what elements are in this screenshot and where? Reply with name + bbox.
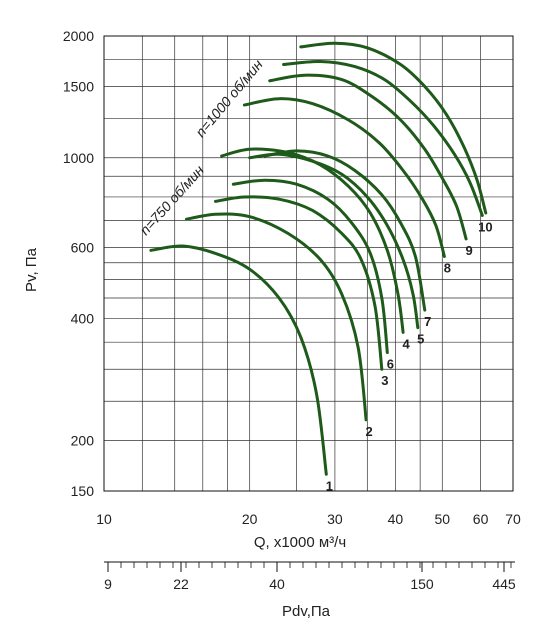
curve-label: 3 — [381, 373, 388, 388]
x-tick-label: 30 — [327, 511, 343, 527]
curve-3 — [214, 195, 384, 371]
curve-label: 10 — [478, 219, 492, 234]
rpm-750-annotation: n=750 об/мин — [136, 162, 207, 238]
x-tick-label: 10 — [96, 511, 112, 527]
y-tick-label: 1000 — [63, 150, 94, 166]
secondary-tick-label: 22 — [173, 576, 189, 592]
curve-label: 7 — [424, 314, 431, 329]
curves-group — [149, 41, 488, 476]
secondary-tick-label: 150 — [410, 576, 434, 592]
curve-4 — [220, 147, 405, 334]
curve-7 — [263, 149, 427, 312]
curve-label: 4 — [402, 336, 410, 351]
x-tick-label: 60 — [473, 511, 489, 527]
y-axis-label: Pv, Па — [23, 247, 40, 292]
curve-label: 6 — [387, 357, 394, 372]
y-tick-label: 1500 — [63, 79, 94, 95]
x-tick-labels: 10 20 30 40 50 60 70 — [96, 511, 521, 527]
secondary-axis-ticks — [107, 562, 512, 572]
y-tick-label: 600 — [71, 239, 95, 255]
x-tick-label: 40 — [388, 511, 404, 527]
secondary-tick-label: 445 — [492, 576, 516, 592]
curve-label: 8 — [444, 260, 451, 275]
curve-label: 1 — [326, 478, 333, 493]
curve-label: 9 — [465, 243, 472, 258]
x-tick-label: 50 — [434, 511, 450, 527]
y-tick-labels: 150 200 400 600 1000 1500 2000 — [63, 28, 94, 499]
x-axis-label: Q, x1000 м³/ч — [254, 534, 346, 551]
y-tick-label: 150 — [71, 483, 95, 499]
plot-frame — [103, 35, 514, 492]
secondary-axis-tick-labels: 9 22 40 150 445 — [104, 576, 516, 592]
curve-labels-group: 1 2 364 57 89 10 — [326, 219, 493, 493]
secondary-tick-label: 40 — [269, 576, 285, 592]
curve-6 — [231, 178, 389, 354]
curve-label: 5 — [417, 332, 424, 347]
curve-8 — [242, 97, 446, 258]
curve-5 — [248, 152, 420, 330]
curve-2 — [184, 212, 368, 422]
secondary-tick-label: 9 — [104, 576, 112, 592]
y-tick-label: 200 — [71, 432, 95, 448]
y-tick-label: 400 — [71, 311, 95, 327]
curve-9 — [268, 73, 468, 241]
curve-10 — [282, 59, 484, 217]
curve-top — [299, 41, 488, 215]
x-tick-label: 20 — [242, 511, 258, 527]
curve-1 — [149, 244, 328, 476]
plot-grid — [104, 35, 514, 491]
curve-label: 2 — [365, 424, 372, 439]
secondary-axis-label: Pdv,Па — [282, 603, 331, 620]
y-tick-label: 2000 — [63, 28, 94, 44]
x-tick-label: 70 — [505, 511, 521, 527]
